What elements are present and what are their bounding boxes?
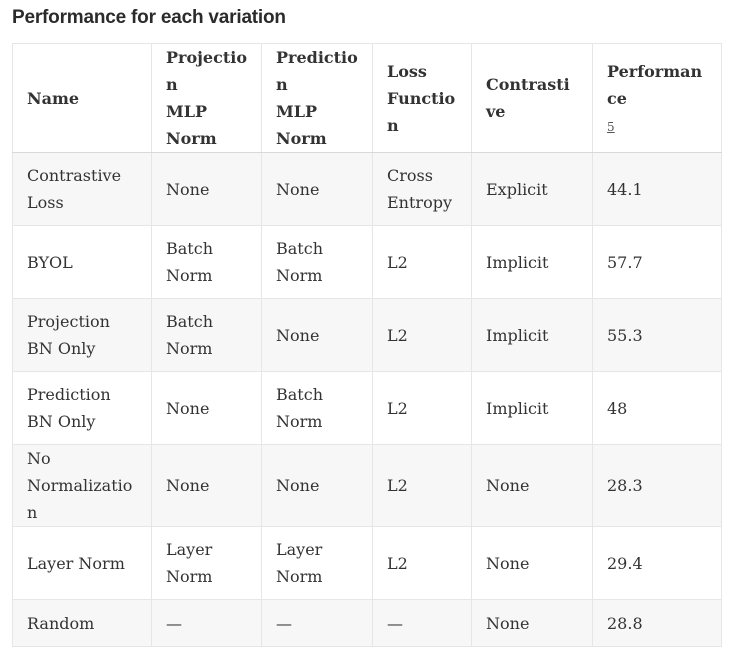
table-row: BYOL Batch Norm Batch Norm L2 Implicit 57.7 <box>12 225 722 299</box>
cell-prediction: — <box>261 599 373 647</box>
cell-name: BYOL <box>12 225 152 299</box>
cell-performance: 29.4 <box>592 526 722 600</box>
cell-contrastive: Implicit <box>471 298 593 372</box>
table-row: Random — — — None 28.8 <box>12 599 722 647</box>
header-loss-function: Loss Function <box>372 43 472 153</box>
footnote-link[interactable]: 5 <box>607 119 615 134</box>
cell-prediction: Layer Norm <box>261 526 373 600</box>
cell-loss: L2 <box>372 298 472 372</box>
cell-prediction: Batch Norm <box>261 225 373 299</box>
cell-projection: None <box>151 444 262 527</box>
header-projection-mlp-norm: Projection MLP Norm <box>151 43 262 153</box>
cell-projection: Batch Norm <box>151 225 262 299</box>
table-row: Layer Norm Layer Norm Layer Norm L2 None 29.4 <box>12 526 722 600</box>
cell-projection: Batch Norm <box>151 298 262 372</box>
cell-loss: Cross Entropy <box>372 152 472 226</box>
performance-table: Name Projection MLP Norm Prediction MLP … <box>12 43 722 647</box>
cell-contrastive: None <box>471 444 593 527</box>
cell-contrastive: None <box>471 526 593 600</box>
table-row: No Normalization None None L2 None 28.3 <box>12 444 722 527</box>
cell-performance: 44.1 <box>592 152 722 226</box>
cell-projection: None <box>151 371 262 445</box>
table-body: Contrastive Loss None None Cross Entropy Exp… <box>12 152 722 647</box>
cell-loss: L2 <box>372 526 472 600</box>
header-contrastive: Contrastive <box>471 43 593 153</box>
cell-contrastive: None <box>471 599 593 647</box>
cell-projection: Layer Norm <box>151 526 262 600</box>
cell-performance: 57.7 <box>592 225 722 299</box>
cell-contrastive: Explicit <box>471 152 593 226</box>
cell-loss: L2 <box>372 371 472 445</box>
header-prediction-mlp-norm: Prediction MLP Norm <box>261 43 373 153</box>
header-performance: Performance 5 <box>592 43 722 153</box>
cell-loss: — <box>372 599 472 647</box>
cell-name: Contrastive Loss <box>12 152 152 226</box>
table-row: Prediction BN Only None Batch Norm L2 Implic… <box>12 371 722 445</box>
cell-performance: 48 <box>592 371 722 445</box>
cell-performance: 55.3 <box>592 298 722 372</box>
table-row: Contrastive Loss None None Cross Entropy Exp… <box>12 152 722 226</box>
cell-name: Prediction BN Only <box>12 371 152 445</box>
table-header: Name Projection MLP Norm Prediction MLP … <box>12 43 722 153</box>
cell-prediction: None <box>261 298 373 372</box>
header-row: Name Projection MLP Norm Prediction MLP … <box>12 43 722 153</box>
cell-prediction: None <box>261 444 373 527</box>
cell-projection: — <box>151 599 262 647</box>
cell-prediction: Batch Norm <box>261 371 373 445</box>
cell-projection: None <box>151 152 262 226</box>
cell-name: No Normalization <box>12 444 152 527</box>
cell-contrastive: Implicit <box>471 371 593 445</box>
table-title: Performance for each variation <box>12 7 286 28</box>
cell-name: Projection BN Only <box>12 298 152 372</box>
header-name: Name <box>12 43 152 153</box>
cell-loss: L2 <box>372 225 472 299</box>
cell-prediction: None <box>261 152 373 226</box>
table-row: Projection BN Only Batch Norm None L2 Implic… <box>12 298 722 372</box>
cell-name: Layer Norm <box>12 526 152 600</box>
cell-contrastive: Implicit <box>471 225 593 299</box>
cell-name: Random <box>12 599 152 647</box>
cell-performance: 28.3 <box>592 444 722 527</box>
cell-loss: L2 <box>372 444 472 527</box>
cell-performance: 28.8 <box>592 599 722 647</box>
